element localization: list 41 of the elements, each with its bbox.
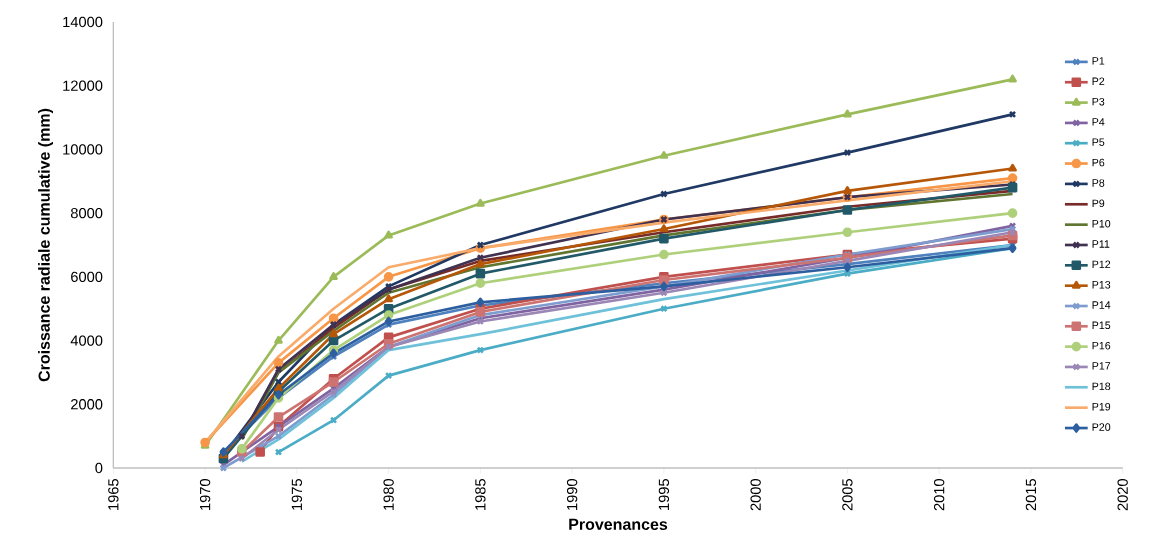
x-axis-title: Provenances [569,518,668,530]
legend-label: P16 [1092,341,1111,350]
y-tick-label: 6000 [71,271,103,283]
legend-label: P18 [1092,382,1111,391]
legend-label: P11 [1092,240,1110,248]
legend-label: P12 [1092,260,1111,269]
legend-label: P8 [1092,179,1105,187]
legend-label: P2 [1092,77,1105,85]
x-tick-label: 2020 [1117,478,1128,511]
x-tick-label: 2010 [933,478,945,511]
x-tick-label: 2000 [750,478,761,511]
legend-label: P4 [1092,118,1105,126]
legend-label: P3 [1092,97,1105,106]
legend-label: P1 [1092,57,1105,65]
x-tick-label: 1995 [658,479,670,510]
legend-label: P20 [1092,423,1111,431]
x-tick-label: 2015 [1025,479,1037,511]
legend-label: P19 [1092,402,1111,411]
legend-label: P9 [1092,199,1105,208]
legend-label: P5 [1092,138,1105,146]
y-tick-label: 8000 [70,207,103,219]
y-tick-label: 14000 [63,16,103,28]
legend-label: P13 [1092,280,1111,289]
legend-label: P15 [1092,321,1111,330]
legend-label: P6 [1092,158,1105,167]
x-tick-label: 1970 [199,478,211,510]
y-tick-label: 10000 [63,144,103,155]
x-tick-label: 2005 [842,479,853,511]
y-tick-label: 2000 [71,399,103,410]
x-tick-label: 1980 [383,478,394,510]
legend-label: P17 [1092,362,1111,370]
y-tick-label: 12000 [63,80,103,91]
legend-label: P10 [1092,219,1111,228]
y-tick-label: 4000 [70,335,103,346]
x-tick-label: 1990 [566,478,578,510]
legend-label: P14 [1092,301,1111,309]
y-axis-title: Croissance radiale cumulative (mm) [38,108,54,382]
x-tick-label: 1965 [108,479,119,510]
y-tick-label: 0 [95,462,103,474]
x-tick-label: 1975 [291,479,303,510]
x-tick-label: 1985 [475,479,486,510]
